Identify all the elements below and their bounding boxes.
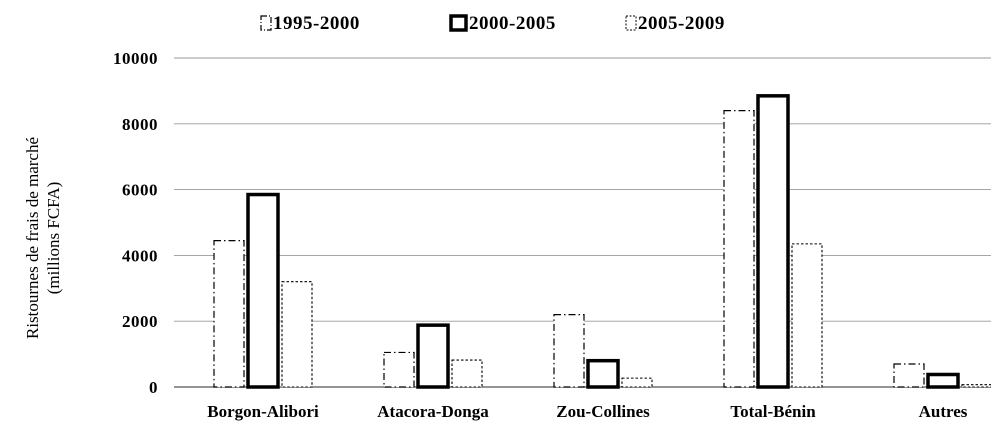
bar-2000-2005-Atacora-Donga	[416, 323, 450, 389]
x-tick-label: Autres	[919, 402, 968, 421]
bar-1995-2000-Borgon-Alibori	[213, 239, 245, 388]
legend-label-1995-2000: 1995-2000	[273, 13, 360, 34]
y-axis-title: Ristournes de frais de marché (millions …	[23, 137, 63, 339]
x-tick-label: Zou-Collines	[556, 402, 650, 421]
bar-2005-2009-Total-Bénin	[791, 243, 823, 388]
y-tick-label: 8000	[122, 115, 158, 134]
bar-1995-2000-Total-Bénin	[723, 110, 755, 388]
y-tick-label: 0	[149, 378, 158, 397]
x-tick-label: Total-Bénin	[730, 402, 816, 421]
x-tick-label: Atacora-Donga	[377, 402, 489, 421]
y-tick-label: 6000	[122, 181, 158, 200]
y-tick-label: 10000	[113, 49, 158, 68]
y-tick-labels: 0 2000 4000 6000 8000 10000	[113, 49, 158, 397]
legend-label-2000-2005: 2000-2005	[469, 13, 556, 34]
y-tick-label: 2000	[122, 312, 158, 331]
bar-2000-2005-Total-Bénin	[756, 94, 790, 389]
bar-2005-2009-Zou-Collines	[621, 377, 653, 388]
legend: 1995-2000 2000-2005 2005-2009	[260, 13, 725, 34]
bar-2000-2005-Zou-Collines	[586, 358, 620, 389]
x-tick-label: Borgon-Alibori	[207, 402, 319, 421]
y-axis-title-line-1: Ristournes de frais de marché	[23, 137, 42, 339]
bar-1995-2000-Zou-Collines	[553, 314, 585, 388]
legend-swatch-2000-2005	[449, 14, 468, 32]
legend-swatch-2005-2009	[625, 15, 637, 31]
bar-2005-2009-Autres	[961, 384, 991, 388]
bar-2000-2005-Borgon-Alibori	[246, 192, 280, 389]
bar-1995-2000-Atacora-Donga	[383, 351, 415, 388]
legend-label-2005-2009: 2005-2009	[638, 13, 725, 34]
bar-2005-2009-Borgon-Alibori	[281, 281, 313, 388]
bar-1995-2000-Autres	[893, 363, 925, 388]
y-axis-title-line-2: (millions FCFA)	[44, 182, 63, 295]
legend-swatch-1995-2000	[260, 15, 272, 31]
bars	[213, 94, 991, 389]
x-tick-labels: Borgon-Alibori Atacora-Donga Zou-Collines T…	[207, 402, 968, 421]
bar-2000-2005-Autres	[926, 372, 960, 389]
y-tick-label: 4000	[122, 246, 158, 265]
bar-2005-2009-Atacora-Donga	[451, 359, 483, 388]
